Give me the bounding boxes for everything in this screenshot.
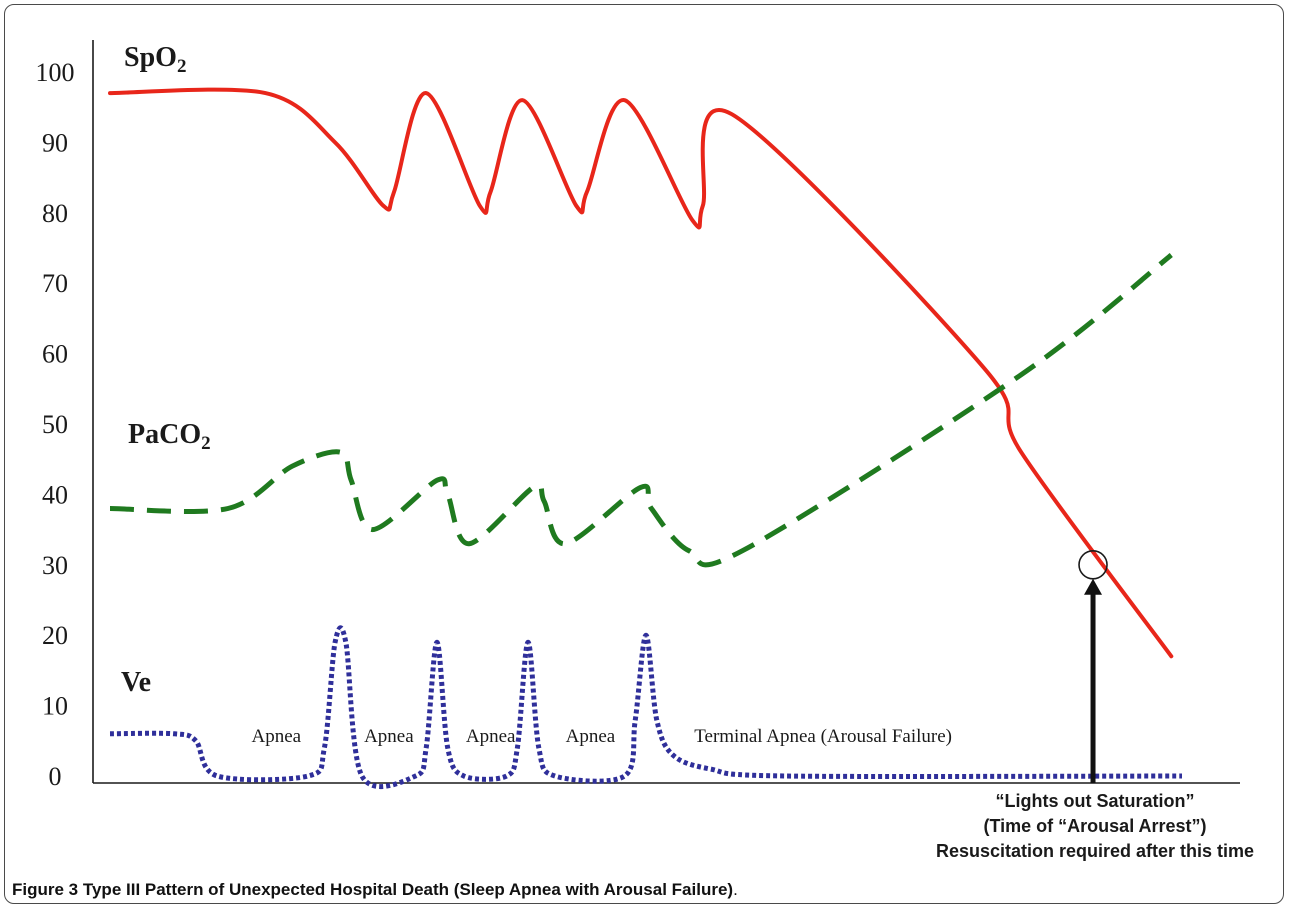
y-tick-label: 70 (42, 269, 68, 298)
y-tick-label: 50 (42, 410, 68, 439)
figure-frame (4, 4, 1284, 904)
arousal-arrest-marker (1078, 549, 1108, 783)
caption-end: . (733, 880, 738, 899)
apnea-label: Apnea (252, 726, 302, 747)
apnea-label: Terminal Apnea (Arousal Failure) (694, 726, 952, 747)
y-tick-label: 90 (42, 128, 68, 157)
chart-axes (92, 40, 1240, 784)
series-label-paco2: PaCO2 (128, 419, 211, 454)
apnea-label: Apnea (466, 726, 516, 747)
caption-title: Type III Pattern of Unexpected Hospital … (82, 880, 734, 899)
series-label-spo2: SpO2 (124, 42, 186, 77)
caption-label: Figure 3 (12, 880, 79, 899)
y-tick-label: 60 (42, 340, 68, 369)
apnea-labels: Apnea Apnea Apnea Apnea Terminal Apnea (Arou… (252, 726, 952, 747)
y-tick-label: 80 (42, 199, 68, 228)
arrow-head (1084, 578, 1103, 595)
series-layer (108, 87, 1183, 790)
figure-caption: Figure 3 Type III Pattern of Unexpected … (12, 880, 738, 900)
arrow-note-line: (Time of “Arousal Arrest”) (984, 816, 1207, 836)
series-line-spo2 (108, 87, 1174, 659)
apnea-label: Apnea (364, 726, 414, 747)
series-line-ve (109, 625, 1183, 790)
y-tick-label: 20 (42, 621, 68, 650)
arrow-note-line: “Lights out Saturation” (996, 791, 1195, 811)
apnea-label: Apnea (566, 726, 616, 747)
y-tick-label: 10 (42, 692, 68, 721)
series-labels: SpO2 PaCO2 Ve (121, 42, 211, 698)
y-tick-label: 100 (36, 58, 75, 87)
arrow-note: “Lights out Saturation” (Time of “Arousal… (936, 791, 1254, 861)
y-tick-label: 40 (42, 480, 68, 509)
arrow-note-line: Resuscitation required after this time (936, 841, 1254, 861)
series-line-paco2 (109, 253, 1173, 568)
series-label-ve: Ve (121, 667, 151, 698)
y-tick-label: 0 (49, 762, 62, 791)
y-tick-label: 30 (42, 551, 68, 580)
